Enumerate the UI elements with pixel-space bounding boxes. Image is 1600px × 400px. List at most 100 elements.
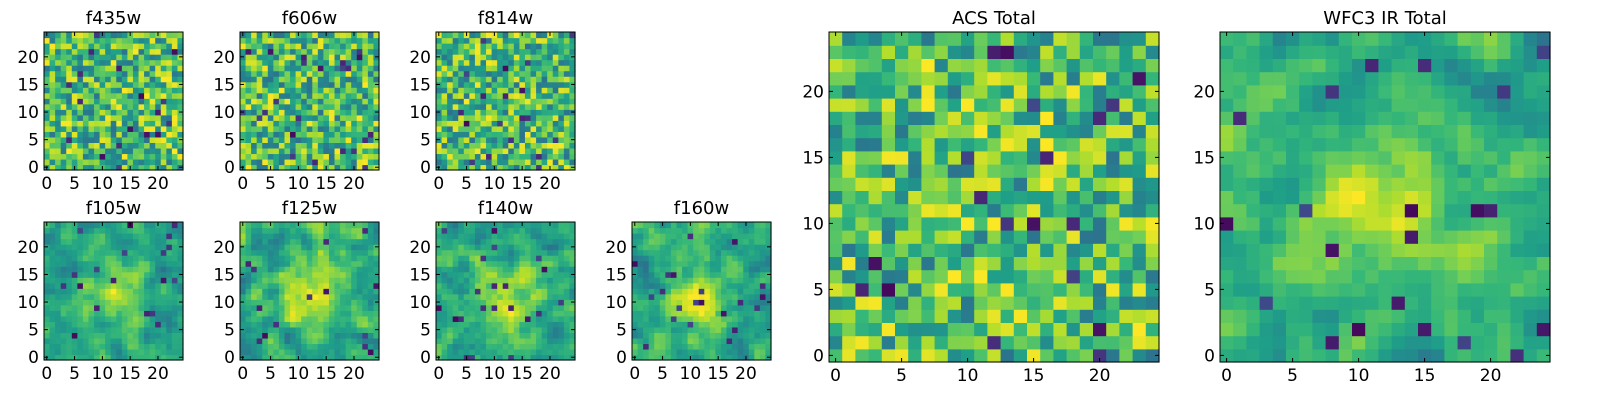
heatmap-cell <box>474 266 482 273</box>
heatmap-cell <box>732 288 739 295</box>
heatmap-cell <box>637 343 644 350</box>
heatmap-cell <box>765 343 772 350</box>
heatmap-cell <box>144 266 151 273</box>
heatmap-cell <box>301 222 308 229</box>
heatmap-cell <box>441 233 448 240</box>
heatmap-cell <box>463 343 470 350</box>
heatmap-cell <box>1132 203 1147 218</box>
heatmap-cell <box>334 310 341 317</box>
heatmap-cell <box>138 288 145 295</box>
heatmap-cell <box>278 315 286 322</box>
heatmap-cell <box>665 304 672 311</box>
heatmap-cell <box>323 266 330 273</box>
heatmap-cell <box>648 227 655 234</box>
heatmap-cell <box>267 92 274 99</box>
heatmap-cell <box>541 277 548 284</box>
heatmap-cell <box>693 266 700 273</box>
heatmap-cell <box>486 43 493 50</box>
heatmap-cell <box>508 326 515 333</box>
heatmap-cell <box>160 54 167 61</box>
heatmap-cell <box>290 271 297 278</box>
heatmap-cell <box>659 271 666 278</box>
heatmap-cell <box>116 103 123 110</box>
heatmap-cell <box>508 271 515 278</box>
heatmap-cell <box>536 120 543 127</box>
heatmap-cell <box>334 142 341 149</box>
heatmap-cell <box>317 153 324 160</box>
heatmap-cell <box>262 70 269 77</box>
heatmap-cell <box>480 304 487 311</box>
heatmap-cell <box>262 244 269 251</box>
heatmap-cell <box>88 321 95 328</box>
heatmap-cell <box>558 87 565 94</box>
heatmap-cell <box>345 142 352 149</box>
heatmap-cell <box>491 282 498 289</box>
heatmap-cell <box>77 227 84 234</box>
heatmap-cell <box>759 222 767 229</box>
heatmap-cell <box>441 255 448 262</box>
heatmap-cell <box>55 277 62 284</box>
heatmap-cell <box>524 43 532 50</box>
heatmap-cell <box>536 343 543 350</box>
heatmap-cell <box>295 299 302 306</box>
heatmap-cell <box>502 282 509 289</box>
heatmap-cell <box>458 142 465 149</box>
heatmap-cell <box>1106 348 1120 363</box>
heatmap-cell <box>356 238 363 245</box>
heatmap-cell <box>1027 335 1041 350</box>
heatmap-cell <box>452 277 459 284</box>
heatmap-cell <box>121 277 128 284</box>
heatmap-cell <box>698 299 705 306</box>
heatmap-cell <box>497 315 504 322</box>
heatmap-cell <box>55 43 62 50</box>
heatmap-cell <box>563 142 571 149</box>
heatmap-cell <box>290 233 297 240</box>
heatmap-cell <box>144 315 151 322</box>
heatmap-cell <box>155 282 162 289</box>
heatmap-cell <box>441 92 448 99</box>
heatmap-cell <box>447 321 454 328</box>
heatmap-cell <box>166 266 173 273</box>
heatmap-cell <box>66 293 73 300</box>
heatmap-cell <box>251 260 258 267</box>
heatmap-cell <box>295 238 302 245</box>
heatmap-cell <box>502 310 509 317</box>
heatmap-cell <box>66 43 73 50</box>
heatmap-cell <box>563 244 571 251</box>
heatmap-cell <box>682 321 689 328</box>
heatmap-cell <box>536 147 543 155</box>
heatmap-cell <box>55 48 62 55</box>
heatmap-cell <box>132 81 140 88</box>
heatmap-cell <box>569 348 576 356</box>
heatmap-cell <box>110 348 117 356</box>
heatmap-cell <box>351 249 358 256</box>
heatmap-cell <box>177 315 184 322</box>
heatmap-cell <box>284 233 291 240</box>
heatmap-cell <box>132 109 140 116</box>
heatmap-cell <box>295 131 302 138</box>
heatmap-cell <box>1132 190 1147 205</box>
heatmap-cell <box>60 332 67 339</box>
heatmap-cell <box>436 125 443 132</box>
heatmap-cell <box>351 125 358 132</box>
heatmap-cell <box>552 266 559 273</box>
heatmap-cell <box>44 142 51 149</box>
heatmap-cell <box>284 164 291 171</box>
heatmap-cell <box>301 244 308 251</box>
heatmap-cell <box>486 153 493 160</box>
heatmap-cell <box>290 48 297 55</box>
heatmap-cell <box>155 238 162 245</box>
heatmap-cell <box>301 32 308 39</box>
heatmap-cell <box>934 216 949 231</box>
heatmap-cell <box>66 249 73 256</box>
heatmap-cell <box>171 109 179 116</box>
heatmap-cell <box>317 147 324 155</box>
heatmap-cell <box>340 288 347 295</box>
heatmap-cell <box>177 48 184 55</box>
heatmap-cell <box>340 260 347 267</box>
heatmap-cell <box>262 59 269 66</box>
heatmap-cell <box>77 98 84 105</box>
heatmap-cell <box>94 288 101 295</box>
heatmap-cell <box>290 337 297 345</box>
heatmap-cell <box>155 87 162 94</box>
